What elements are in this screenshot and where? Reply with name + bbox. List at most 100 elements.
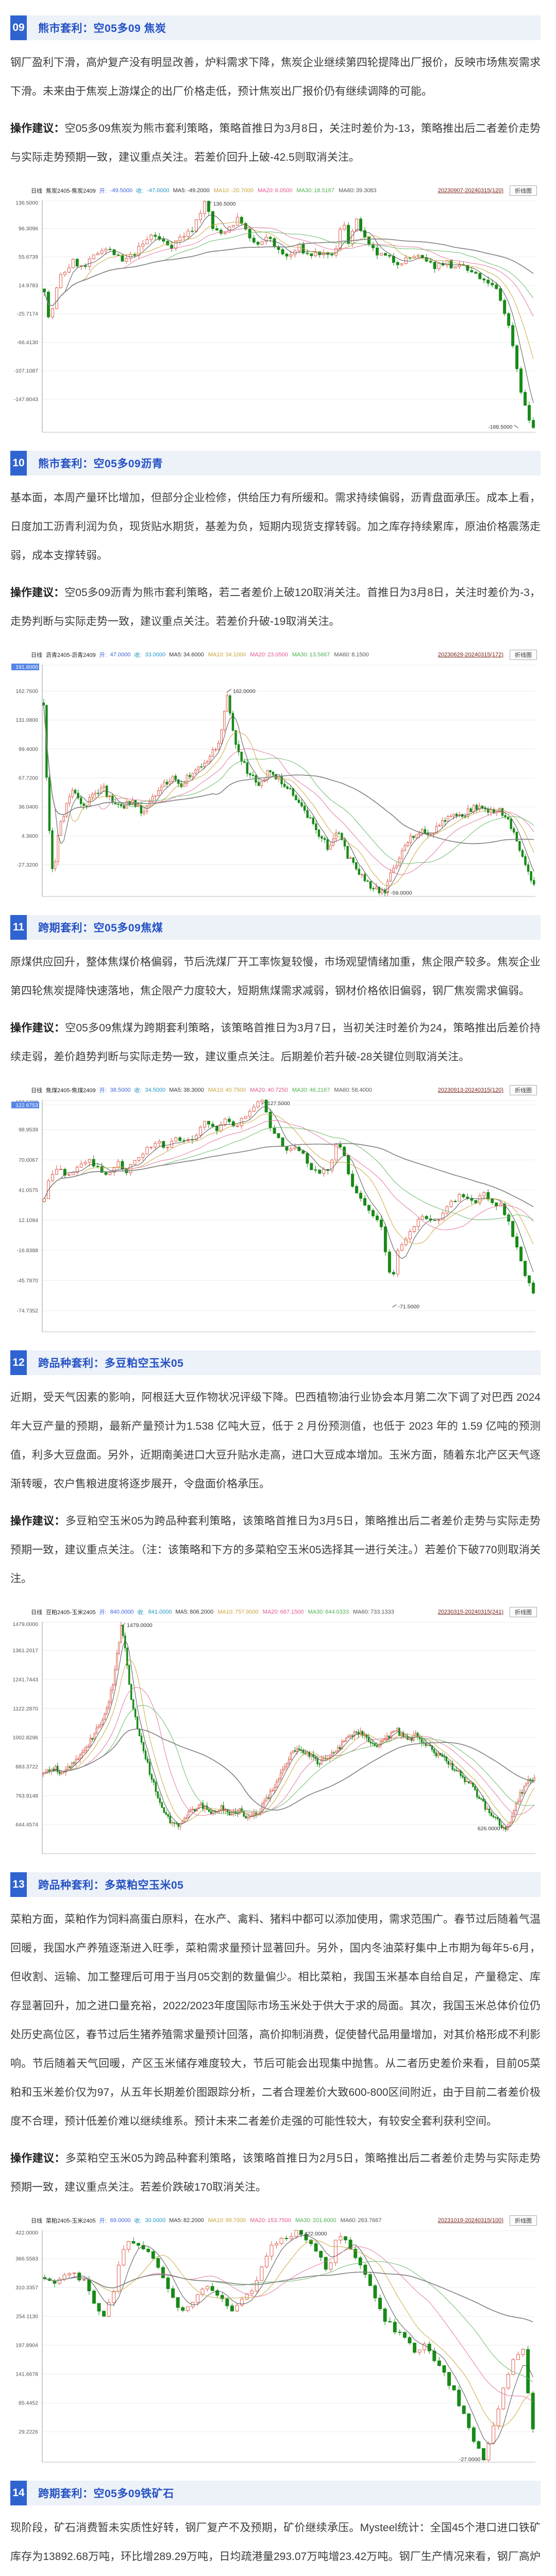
chart-header: 日线 焦煤2405-焦煤2409 开: 38.5000 收: 34.5000 M… [10, 1084, 541, 1096]
chart-date-range-link[interactable]: 20231019-20240315(100) [437, 2217, 503, 2224]
svg-text:-66.4130: -66.4130 [17, 340, 39, 346]
ma-label: MA60: [334, 652, 351, 658]
ma-lines [44, 1106, 534, 1273]
chart-date-range-link[interactable]: 20230315-20240315(241) [437, 1609, 503, 1615]
grid-lines [42, 2230, 535, 2432]
section-paragraph: 现阶段，矿石消费暂未实质性好转，钢厂复产不及预期，矿价继续承压。Mysteel统… [10, 2522, 541, 2563]
advice-paragraph: 操作建议：空05多09焦煤为跨期套利策略，该策略首推日为3月7日，当初关注时差价… [10, 1014, 541, 1072]
ma-label: MA5: [169, 652, 182, 658]
advice-paragraph: 操作建议：多菜粕空玉米05为跨品种套利策略，该策略首推日为2月5日，策略推出后二… [10, 2144, 541, 2202]
svg-text:310.3357: 310.3357 [15, 2285, 38, 2291]
chart-open-label: 开: [99, 2218, 107, 2224]
ma-value: 40.7250 [267, 1087, 288, 1093]
chart-ma-values: MA5: -49.2000 MA10: -20.7000 MA20: 6.0500 MA30… [173, 188, 381, 194]
price-annotation: 626.0000 [478, 1825, 506, 1832]
chart-date-range-link[interactable]: 20230913-20240315(120) [437, 1087, 503, 1093]
svg-text:644.4574: 644.4574 [15, 1822, 38, 1828]
advice-text: 多豆粕空玉米05为跨品种套利策略，该策略首推日为3月5日，策略推出后二者差价走势… [10, 1515, 541, 1585]
section-paragraph: 基本面，本周产量环比增加，但部分企业检修，供给压力有所缓和。需求持续偏弱，沥青盘… [10, 492, 541, 562]
strategy-section: 13 跨品种套利：多菜粕空玉米05 菜粕方面，菜粕作为饲料高蛋白原料，在水产、禽… [10, 1872, 541, 2468]
advice-label: 操作建议： [10, 1515, 65, 1527]
price-annotation: 1479.0000 [121, 1622, 153, 1629]
chart-contract-name: 焦炭2405-焦炭2409 [46, 188, 96, 194]
ma-label: MA20: [262, 1609, 279, 1615]
chart-close-label: 收: [134, 652, 142, 658]
svg-text:-27.3200: -27.3200 [17, 862, 39, 868]
chart-ma-values: MA5: 82.2000 MA10: 99.7000 MA20: 153.7500 MA30… [169, 2217, 385, 2224]
section-title: 跨品种套利：多菜粕空玉米05 [38, 1879, 184, 1891]
ma-value: 40.7500 [225, 1087, 246, 1093]
chart-close-label: 收: [136, 188, 144, 194]
svg-text:12.1094: 12.1094 [19, 1217, 38, 1224]
svg-text:67.7200: 67.7200 [19, 775, 38, 782]
svg-text:-59.0000: -59.0000 [391, 890, 412, 896]
ma-value: 153.7500 [267, 2217, 291, 2224]
svg-text:191.8000: 191.8000 [15, 664, 38, 670]
article-body: 09 熊市套利：空05多09 焦炭 钢厂盈利下滑，高炉复产没有明显改善，炉料需求… [10, 15, 541, 2576]
svg-text:422.0000: 422.0000 [305, 2231, 327, 2237]
svg-text:162.0000: 162.0000 [233, 688, 256, 694]
chart-open-value: -49.5000 [110, 188, 133, 194]
price-annotation: -59.0000 [384, 890, 412, 896]
section-header: 09 熊市套利：空05多09 焦炭 [10, 15, 541, 40]
chart-close-value: 33.0000 [145, 652, 166, 658]
ma-label: MA10: [208, 1087, 225, 1093]
spread-chart-figure: 日线 菜粕2405-玉米2405 开: 69.0000 收: 30.0000 M… [10, 2214, 541, 2468]
ma-label: MA60: [338, 188, 355, 194]
chart-header: 日线 豆粕2405-玉米2405 开: 840.0000 收: 841.0000… [10, 1606, 541, 1618]
spread-chart-figure: 日线 豆粕2405-玉米2405 开: 840.0000 收: 841.0000… [10, 1606, 541, 1860]
ma-value: -49.2000 [187, 188, 210, 194]
svg-text:-45.7870: -45.7870 [17, 1278, 39, 1284]
advice-paragraph: 操作建议：空05多09沥青为熊市套利策略，若二者差价上破120取消关注。首推日为… [10, 579, 541, 636]
chart-close-value: 34.5000 [145, 1087, 166, 1093]
chart-period-label: 日线 [31, 1609, 42, 1616]
ma-lines [43, 705, 534, 891]
ma-label: MA30: [292, 1087, 309, 1093]
chart-header: 日线 焦炭2405-焦炭2409 开: -49.5000 收: -47.0000… [10, 184, 541, 196]
advice-label: 操作建议： [10, 587, 65, 599]
svg-text:136.5000: 136.5000 [213, 201, 236, 207]
section-paragraph: 近期，受天气因素的影响，阿根廷大豆作物状况评级下降。巴西植物油行业协会本月第二次… [10, 1392, 541, 1490]
advice-paragraph: 操作建议：多豆粕空玉米05为跨品种套利策略，该策略首推日为3月5日，策略推出后二… [10, 1507, 541, 1594]
svg-text:197.8904: 197.8904 [15, 2343, 38, 2349]
chart-ma-values: MA5: 34.6000 MA10: 34.1000 MA20: 23.0500 MA30:… [169, 652, 373, 658]
ma-label: MA10: [213, 188, 230, 194]
ma-value: 757.9000 [234, 1609, 259, 1615]
line-chart-button[interactable]: 折线图 [510, 185, 537, 196]
svg-text:-71.5000: -71.5000 [398, 1303, 419, 1310]
chart-contract-name: 菜粕2405-玉米2405 [46, 2218, 96, 2224]
grid-lines [42, 1622, 535, 1825]
svg-text:99.4000: 99.4000 [19, 746, 38, 752]
ma-value: 644.0333 [325, 1609, 349, 1615]
ma-value: 263.7667 [358, 2217, 382, 2224]
advice-text: 多菜粕空玉米05为跨品种套利策略，该策略首推日为2月5日，策略推出后二者差价走势… [10, 2153, 541, 2193]
section-header: 10 熊市套利：空05多09沥青 [10, 451, 541, 476]
line-chart-button[interactable]: 折线图 [510, 2215, 537, 2226]
line-chart-button[interactable]: 折线图 [510, 1607, 537, 1617]
svg-text:162.7600: 162.7600 [15, 688, 38, 694]
section-title: 熊市套利：空05多09沥青 [38, 458, 163, 470]
svg-text:-25.7174: -25.7174 [17, 311, 39, 317]
advice-paragraph: 操作建议：空05多09焦炭为熊市套利策略，策略首推日为3月8日，关注时差价为-1… [10, 114, 541, 172]
strategy-section: 12 跨品种套利：多豆粕空玉米05 近期，受天气因素的影响，阿根廷大豆作物状况评… [10, 1350, 541, 1860]
svg-text:131.0800: 131.0800 [15, 717, 38, 723]
ma-value: 82.2000 [183, 2217, 204, 2224]
svg-text:14.9783: 14.9783 [19, 282, 38, 289]
chart-ma-values: MA5: 38.3000 MA10: 40.7500 MA20: 40.7250 MA30:… [169, 1087, 376, 1093]
chart-open-label: 开: [99, 1088, 107, 1094]
candles-layer [43, 200, 535, 429]
chart-period-label: 日线 [31, 1088, 42, 1094]
price-annotation: -27.0000 [459, 2456, 486, 2463]
ma-label: MA30: [296, 188, 313, 194]
svg-text:366.5583: 366.5583 [15, 2256, 38, 2262]
line-chart-button[interactable]: 折线图 [510, 650, 537, 660]
chart-period-label: 日线 [31, 652, 42, 658]
ma-value: 99.7000 [225, 2217, 246, 2224]
line-chart-button[interactable]: 折线图 [510, 1085, 537, 1095]
price-annotation: -71.5000 [392, 1303, 419, 1310]
svg-text:-16.8388: -16.8388 [17, 1247, 39, 1253]
chart-date-range-link[interactable]: 20230907-20240315(120) [437, 188, 503, 194]
ma-label: MA30: [308, 1609, 325, 1615]
chart-date-range-link[interactable]: 20230629-20240315(172) [437, 652, 503, 658]
chart-header: 日线 沥青2405-沥青2409 开: 47.0000 收: 33.0000 M… [10, 649, 541, 660]
